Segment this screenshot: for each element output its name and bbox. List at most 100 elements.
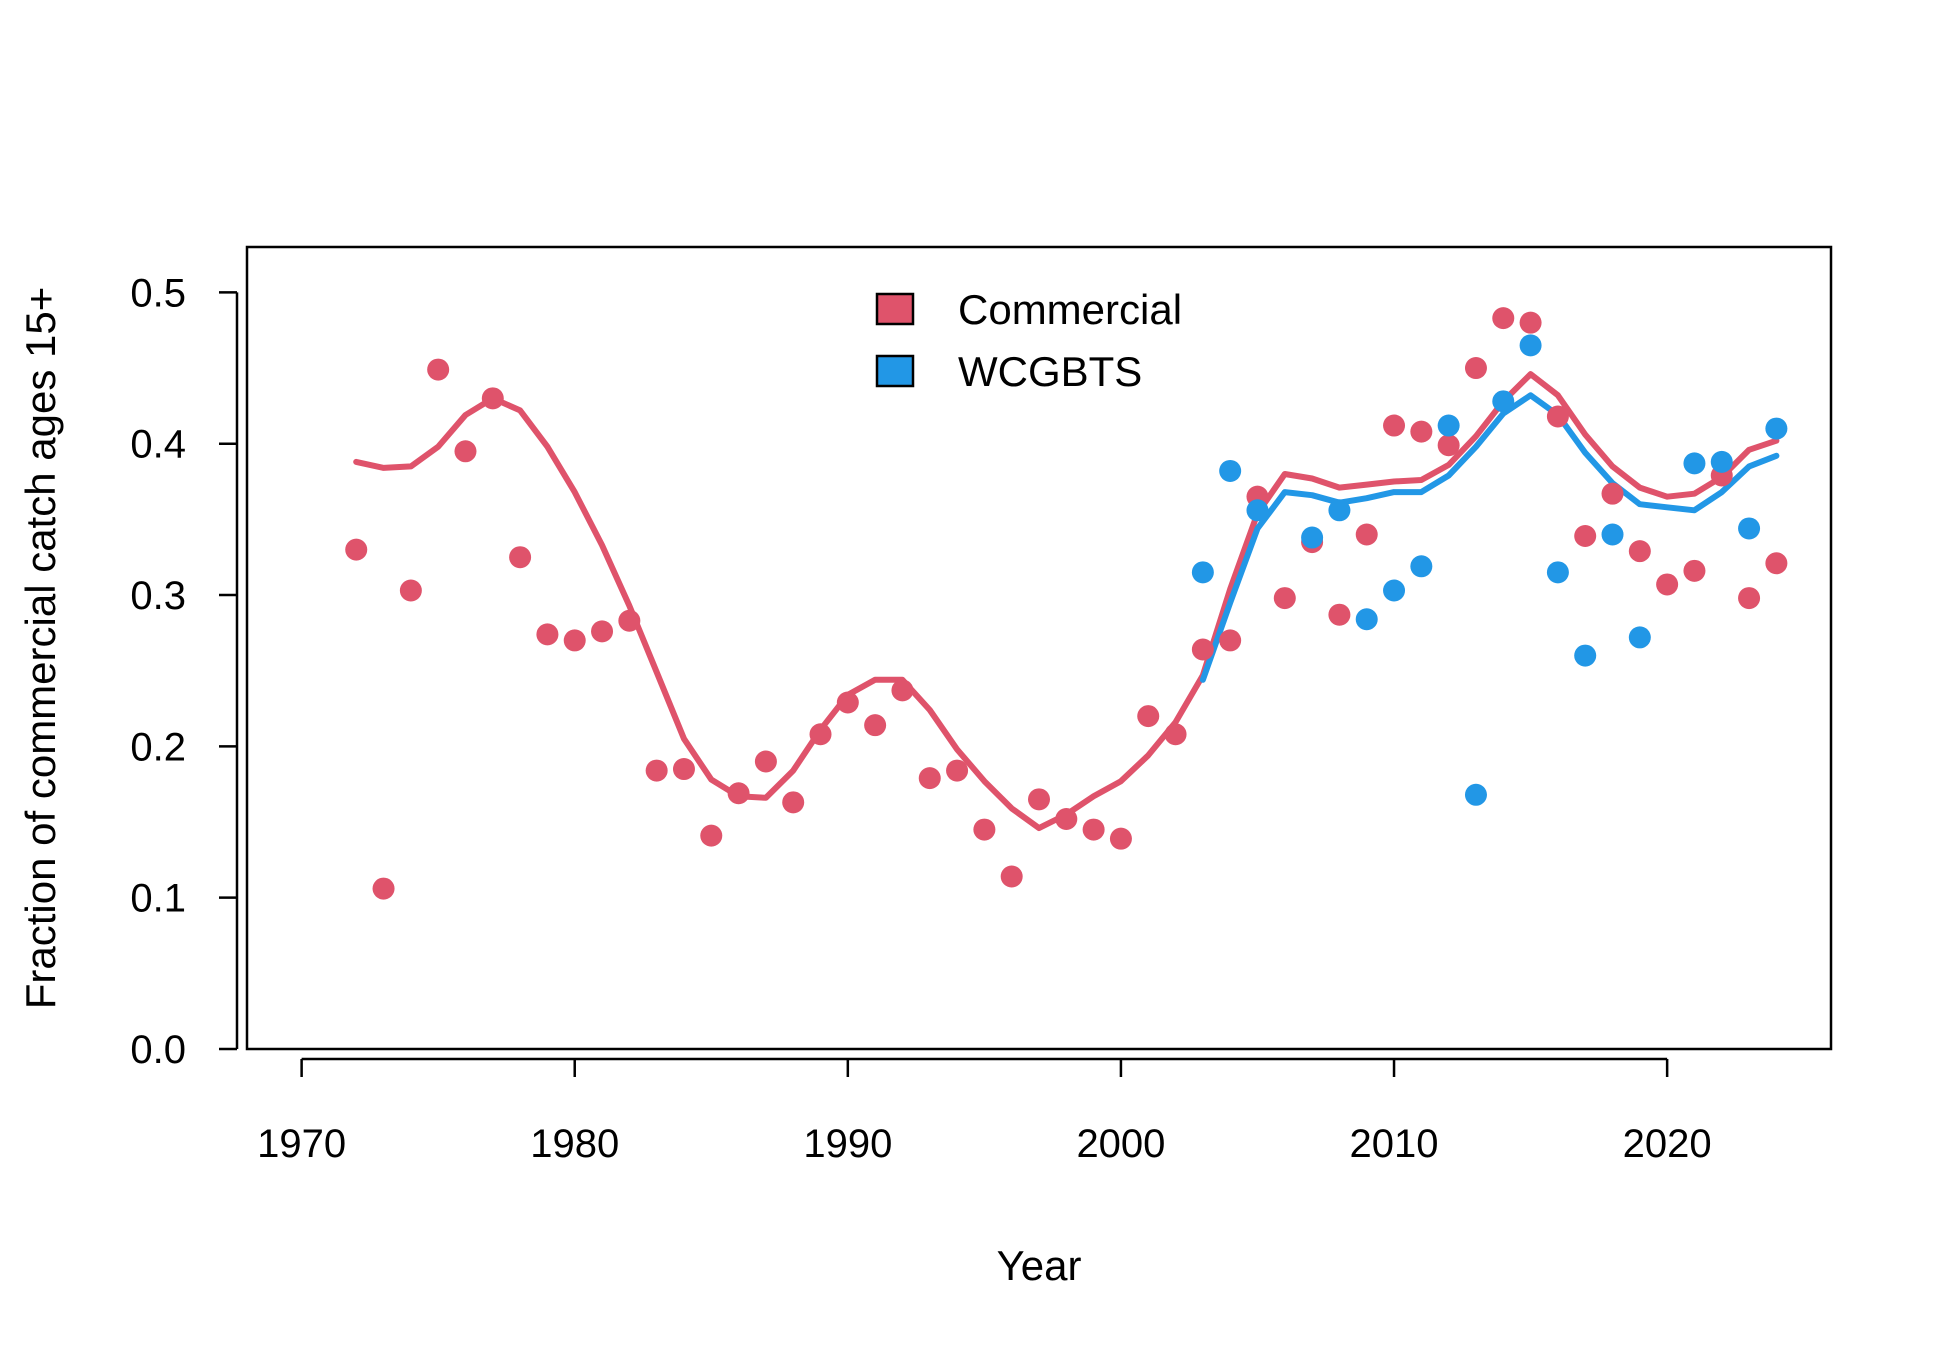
y-tick-label: 0.5 [130, 271, 186, 315]
commercial-point [918, 767, 941, 790]
x-tick-label: 1980 [530, 1122, 619, 1166]
commercial-point [891, 679, 914, 702]
x-axis-title: Year [997, 1242, 1082, 1289]
wcgbts-point [1383, 579, 1406, 602]
x-tick-label: 2020 [1623, 1122, 1712, 1166]
commercial-point [1082, 818, 1105, 841]
wcgbts-fit-line [1199, 392, 1780, 683]
wcgbts-point [1301, 526, 1324, 549]
commercial-point [973, 818, 996, 841]
wcgbts-point [1246, 499, 1269, 522]
wcgbts-point [1601, 523, 1624, 546]
commercial-point [1055, 807, 1078, 830]
legend-swatch-wcgbts [875, 354, 915, 388]
commercial-point [1601, 482, 1624, 505]
wcgbts-point [1628, 626, 1651, 649]
plot-frame [245, 245, 1833, 1051]
wcgbts-point [1574, 644, 1597, 667]
commercial-point [1164, 723, 1187, 746]
x-tick-label: 2010 [1350, 1122, 1439, 1166]
commercial-point [754, 750, 777, 773]
commercial-point [536, 623, 559, 646]
wcgbts-point [1328, 499, 1351, 522]
wcgbts-point [1738, 517, 1761, 540]
commercial-point [782, 791, 805, 814]
commercial-point [1546, 405, 1569, 428]
commercial-point [645, 759, 668, 782]
commercial-point [372, 877, 395, 900]
wcgbts-point [1464, 783, 1487, 806]
commercial-point [1574, 525, 1597, 548]
commercial-point [672, 758, 695, 781]
y-tick-label: 0.1 [130, 877, 186, 921]
wcgbts-point [1492, 390, 1515, 413]
commercial-point [1355, 523, 1378, 546]
commercial-point [1137, 705, 1160, 728]
y-axis-title: Fraction of commercial catch ages 15+ [17, 287, 64, 1010]
legend-swatch-commercial [875, 292, 915, 326]
y-tick-label: 0.3 [130, 574, 186, 618]
x-tick-label: 1970 [257, 1122, 346, 1166]
series-commercial-points [345, 307, 1788, 900]
wcgbts-point [1765, 417, 1788, 440]
commercial-point [836, 691, 859, 714]
commercial-point [1464, 357, 1487, 380]
x-axis: 1970 1980 1990 2000 2010 2020 [257, 1057, 1712, 1166]
commercial-point [1519, 311, 1542, 334]
commercial-point [1109, 827, 1132, 850]
wcgbts-point [1410, 555, 1433, 578]
commercial-point [864, 714, 887, 737]
y-tick-label: 0.0 [130, 1028, 186, 1072]
commercial-point [1738, 587, 1761, 610]
wcgbts-point [1191, 561, 1214, 584]
commercial-point [563, 629, 586, 652]
wcgbts-point [1437, 414, 1460, 437]
commercial-point [345, 538, 368, 561]
commercial-point [1683, 559, 1706, 582]
commercial-point [1000, 865, 1023, 888]
wcgbts-point [1683, 452, 1706, 475]
commercial-point [1410, 420, 1433, 443]
commercial-point [454, 440, 477, 463]
y-tick-label: 0.4 [130, 423, 186, 467]
wcgbts-point [1355, 608, 1378, 631]
y-axis: 0.0 0.1 0.2 0.3 0.4 0.5 [130, 271, 239, 1072]
commercial-point [1492, 307, 1515, 330]
commercial-point [509, 546, 532, 569]
commercial-point [591, 620, 614, 643]
commercial-point [727, 782, 750, 805]
wcgbts-point [1519, 334, 1542, 357]
commercial-point [399, 579, 422, 602]
wcgbts-point [1710, 450, 1733, 473]
series-wcgbts-points [1191, 334, 1788, 806]
commercial-point [1628, 540, 1651, 563]
commercial-point [1219, 629, 1242, 652]
wcgbts-point [1219, 459, 1242, 482]
commercial-fit-line [353, 371, 1780, 832]
x-tick-label: 1990 [803, 1122, 892, 1166]
commercial-point [1656, 573, 1679, 596]
commercial-point [946, 759, 969, 782]
commercial-point [618, 609, 641, 632]
commercial-point [427, 358, 450, 381]
y-tick-label: 0.2 [130, 725, 186, 769]
commercial-point [1437, 434, 1460, 457]
wcgbts-point [1546, 561, 1569, 584]
legend: Commercial WCGBTS [875, 286, 1182, 395]
commercial-point [1328, 603, 1351, 626]
series-commercial [353, 371, 1780, 832]
commercial-point [481, 387, 504, 410]
legend-label-wcgbts: WCGBTS [958, 348, 1142, 395]
commercial-point [1191, 638, 1214, 661]
x-tick-label: 2000 [1076, 1122, 1165, 1166]
series-wcgbts [1199, 392, 1780, 683]
commercial-point [1383, 414, 1406, 437]
commercial-point [1273, 587, 1296, 610]
commercial-point [809, 723, 832, 746]
legend-label-commercial: Commercial [958, 286, 1182, 333]
commercial-point [1765, 552, 1788, 575]
commercial-point [1028, 788, 1050, 811]
commercial-point [700, 824, 723, 847]
series-layer [345, 307, 1788, 900]
